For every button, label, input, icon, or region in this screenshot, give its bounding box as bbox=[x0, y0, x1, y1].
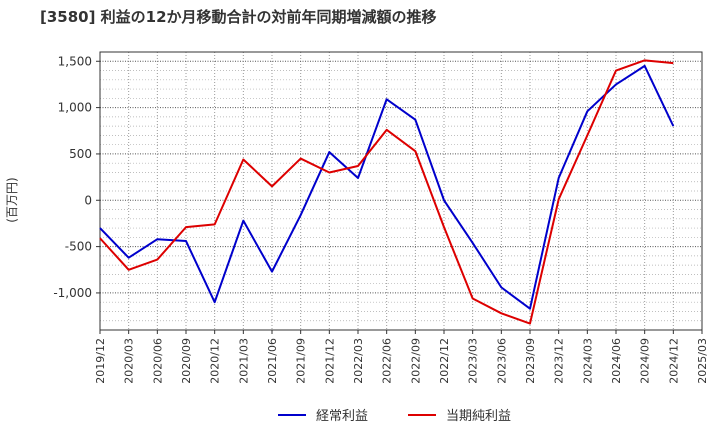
y-axis: 1,500 1,000 500 0 -500 -1,000 bbox=[53, 54, 100, 300]
x-tick-label: 2020/03 bbox=[123, 338, 136, 384]
x-tick-label: 2023/06 bbox=[495, 338, 508, 384]
x-tick-label: 2023/03 bbox=[467, 338, 480, 384]
x-tick-label: 2021/03 bbox=[237, 338, 250, 384]
x-tick-label: 2025/03 bbox=[696, 338, 709, 384]
x-tick-label: 2021/06 bbox=[266, 338, 279, 384]
x-tick-label: 2020/06 bbox=[151, 338, 164, 384]
y-tick-label: 500 bbox=[69, 147, 92, 161]
x-tick-label: 2022/03 bbox=[352, 338, 365, 384]
legend-label: 経常利益 bbox=[316, 409, 368, 424]
x-tick-label: 2022/06 bbox=[381, 338, 394, 384]
y-tick-label: -1,000 bbox=[53, 286, 92, 300]
x-tick-label: 2023/12 bbox=[553, 338, 566, 384]
x-tick-label: 2023/09 bbox=[524, 338, 537, 384]
x-tick-label: 2020/12 bbox=[209, 338, 222, 384]
x-tick-label: 2024/06 bbox=[610, 338, 623, 384]
y-axis-label: (百万円) bbox=[5, 177, 19, 222]
y-tick-label: 1,500 bbox=[58, 54, 92, 68]
y-tick-label: -500 bbox=[65, 240, 92, 254]
x-axis: 2019/12 2020/03 2020/06 2020/09 2020/12 2021/… bbox=[94, 330, 709, 384]
legend-label: 当期純利益 bbox=[446, 409, 511, 424]
legend: 経常利益 当期純利益 bbox=[278, 409, 511, 424]
chart-title: [3580] 利益の12か月移動合計の対前年同期増減額の推移 bbox=[40, 8, 437, 26]
grid bbox=[100, 51, 702, 330]
x-tick-label: 2024/09 bbox=[639, 338, 652, 384]
x-tick-label: 2022/09 bbox=[409, 338, 422, 384]
y-tick-label: 0 bbox=[84, 193, 92, 207]
plot-frame bbox=[99, 51, 703, 331]
x-tick-label: 2021/12 bbox=[323, 338, 336, 384]
y-tick-label: 1,000 bbox=[58, 101, 92, 115]
x-tick-label: 2019/12 bbox=[94, 338, 107, 384]
x-tick-label: 2022/12 bbox=[438, 338, 451, 384]
series-line-1 bbox=[99, 64, 675, 310]
x-tick-label: 2020/09 bbox=[180, 338, 193, 384]
x-tick-label: 2024/12 bbox=[667, 338, 680, 384]
series-line-2 bbox=[99, 59, 674, 325]
x-tick-label: 2021/09 bbox=[295, 338, 308, 384]
x-tick-label: 2024/03 bbox=[581, 338, 594, 384]
series bbox=[99, 59, 675, 325]
